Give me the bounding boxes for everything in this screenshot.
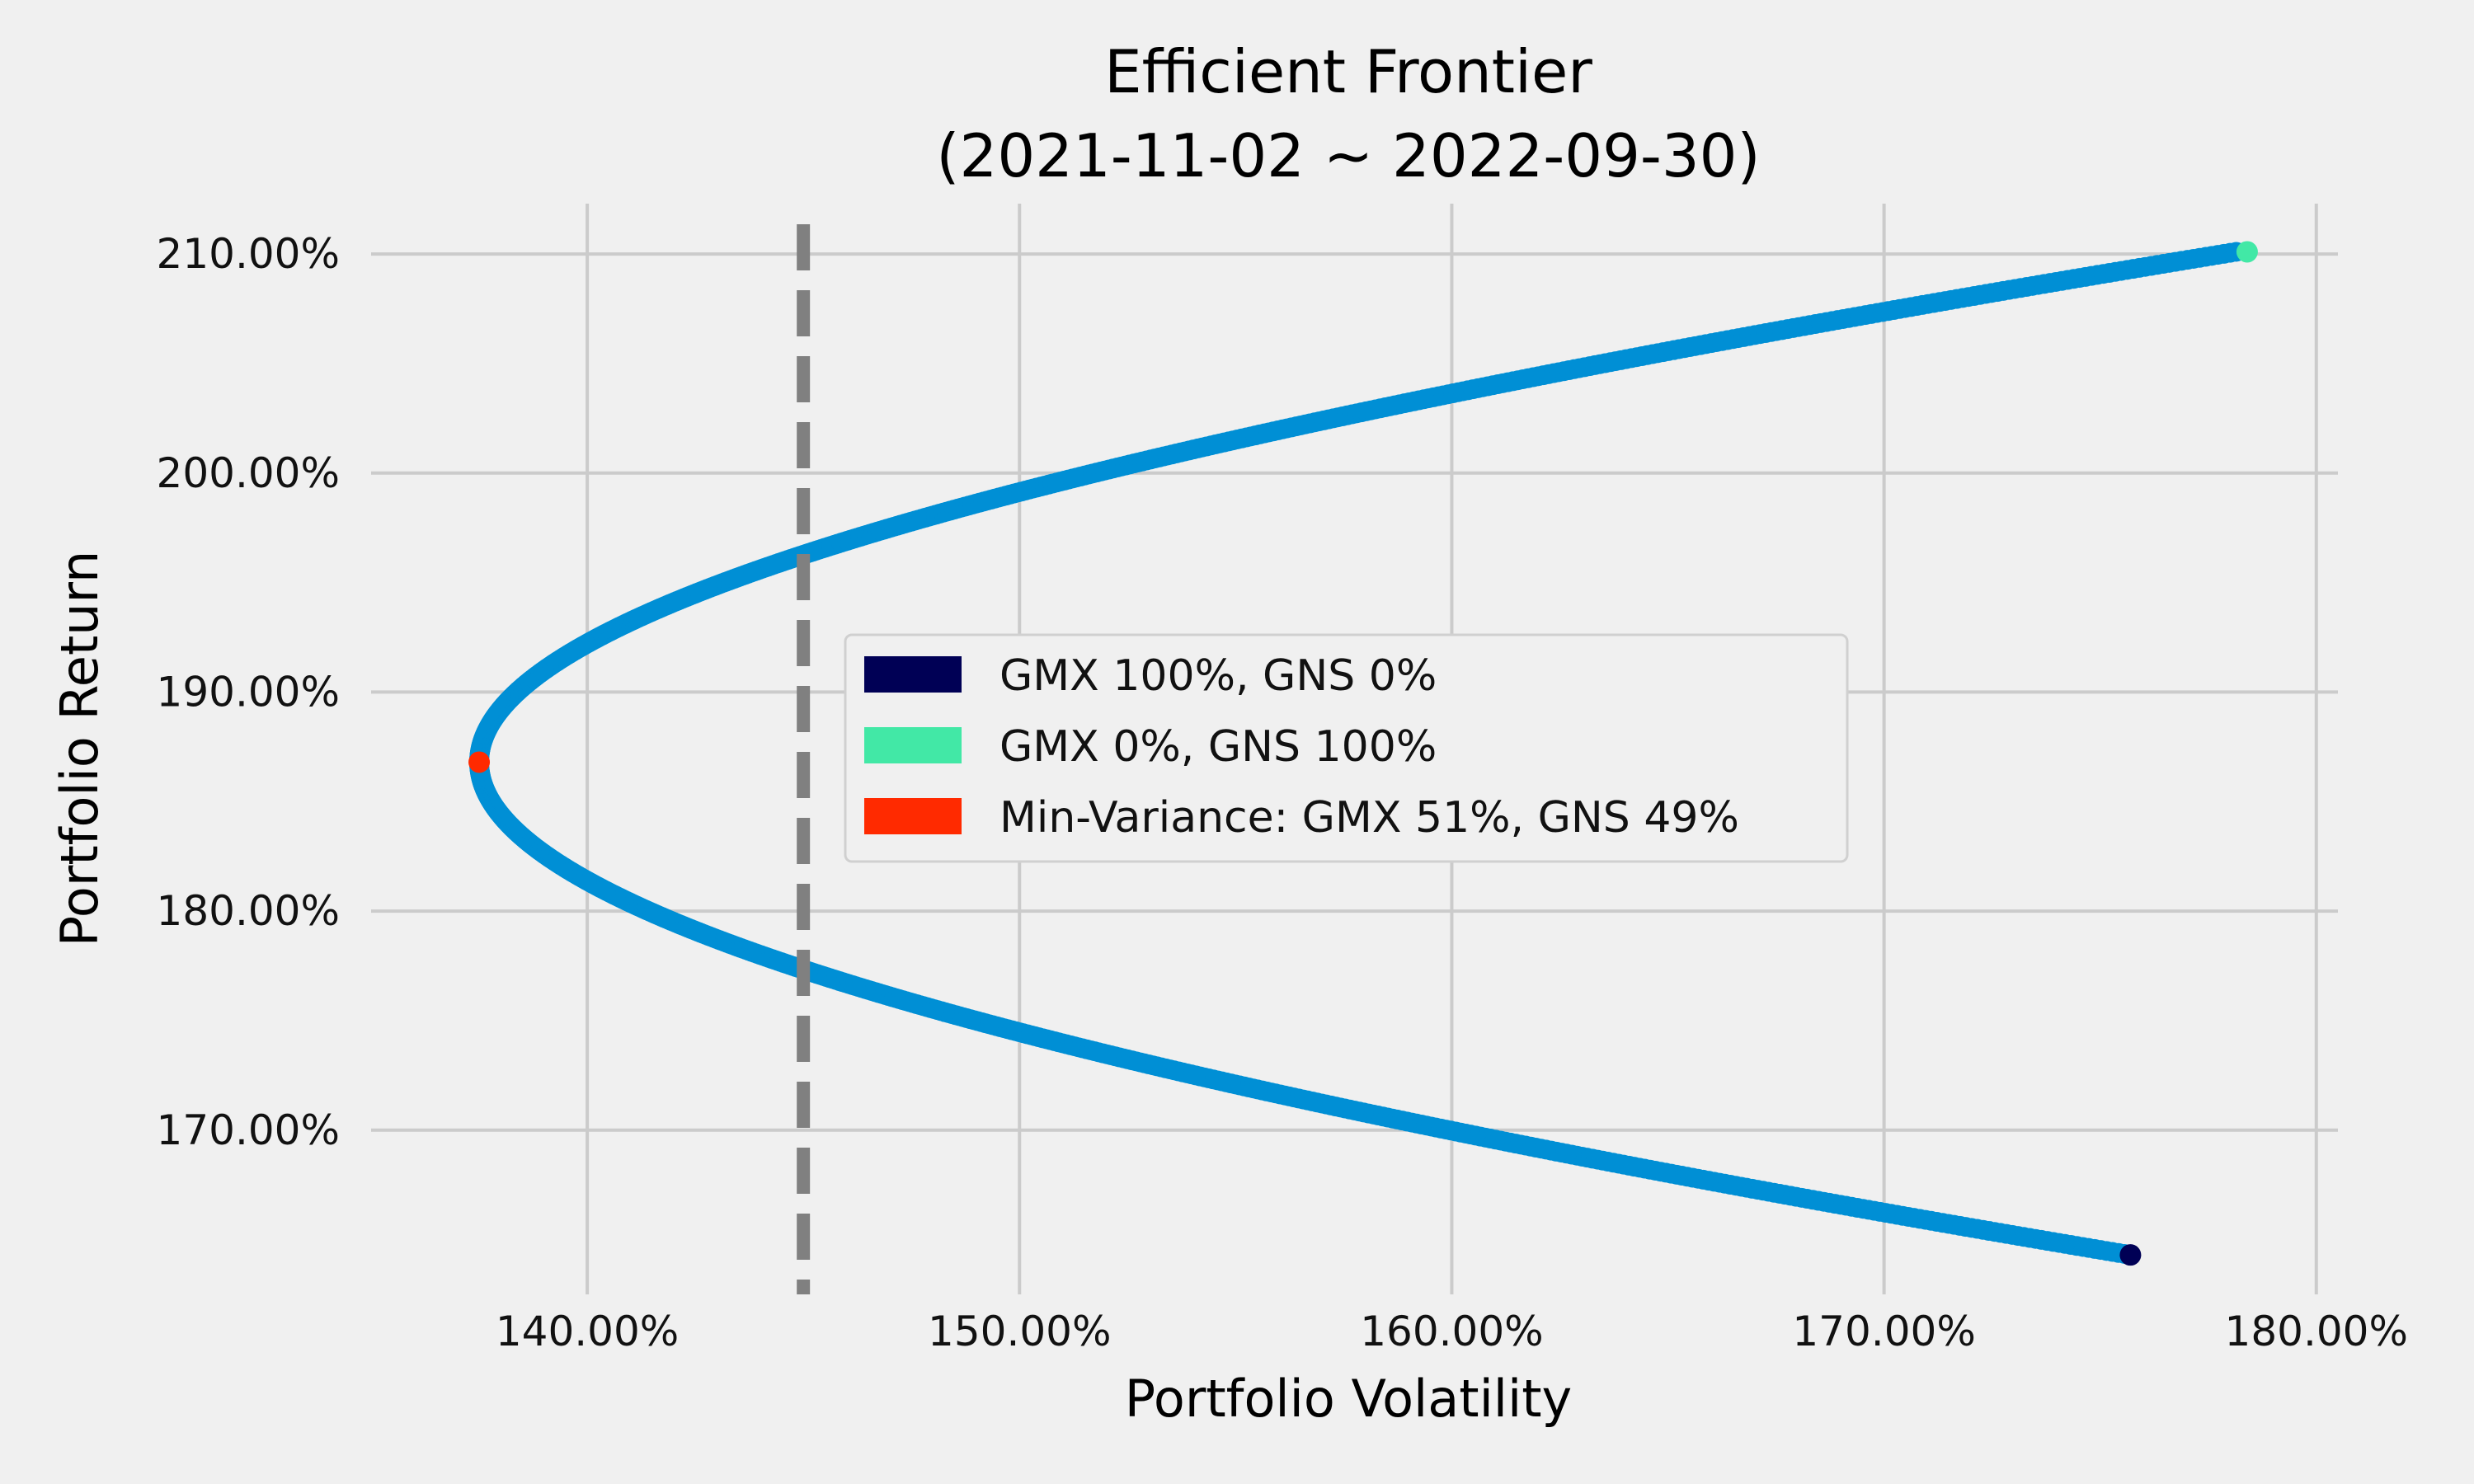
y-axis-label: Portfolio Return xyxy=(49,551,110,947)
x-tick-label: 170.00% xyxy=(1792,1308,1975,1355)
legend-swatch xyxy=(864,727,962,763)
highlight-point xyxy=(2119,1244,2142,1266)
legend-swatch xyxy=(864,656,962,693)
y-tick-label: 170.00% xyxy=(157,1106,340,1154)
x-tick-label: 180.00% xyxy=(2225,1308,2408,1355)
frontier-points xyxy=(469,242,2246,1266)
legend-entries: GMX 100%, GNS 0% GMX 0%, GNS 100% Min-Vari… xyxy=(864,651,1739,843)
y-tick-label: 210.00% xyxy=(157,230,340,278)
legend-label: GMX 100%, GNS 0% xyxy=(999,651,1437,701)
legend-swatch xyxy=(864,798,962,834)
legend-label: Min-Variance: GMX 51%, GNS 49% xyxy=(999,793,1739,843)
x-tick-label: 150.00% xyxy=(928,1308,1111,1355)
y-tick-label: 180.00% xyxy=(157,887,340,935)
legend-label: GMX 0%, GNS 100% xyxy=(999,722,1437,772)
y-tick-label: 190.00% xyxy=(157,668,340,716)
x-tick-label: 160.00% xyxy=(1360,1308,1543,1355)
y-axis-ticks: 170.00% 180.00% 190.00% 200.00% 210.00% xyxy=(157,230,340,1154)
highlight-point xyxy=(2236,241,2258,263)
highlight-points xyxy=(468,241,2258,1266)
legend: GMX 100%, GNS 0% GMX 0%, GNS 100% Min-Vari… xyxy=(844,633,1849,863)
chart-subtitle: (2021-11-02 ~ 2022-09-30) xyxy=(936,121,1760,190)
y-tick-label: 200.00% xyxy=(157,449,340,497)
x-axis-label: Portfolio Volatility xyxy=(1125,1369,1573,1429)
x-tick-label: 140.00% xyxy=(496,1308,679,1355)
x-axis-ticks: 140.00% 150.00% 160.00% 170.00% 180.00% xyxy=(496,1308,2408,1355)
highlight-point xyxy=(468,751,491,773)
legend-box xyxy=(844,633,1849,863)
chart-title: Efficient Frontier xyxy=(1104,37,1592,106)
